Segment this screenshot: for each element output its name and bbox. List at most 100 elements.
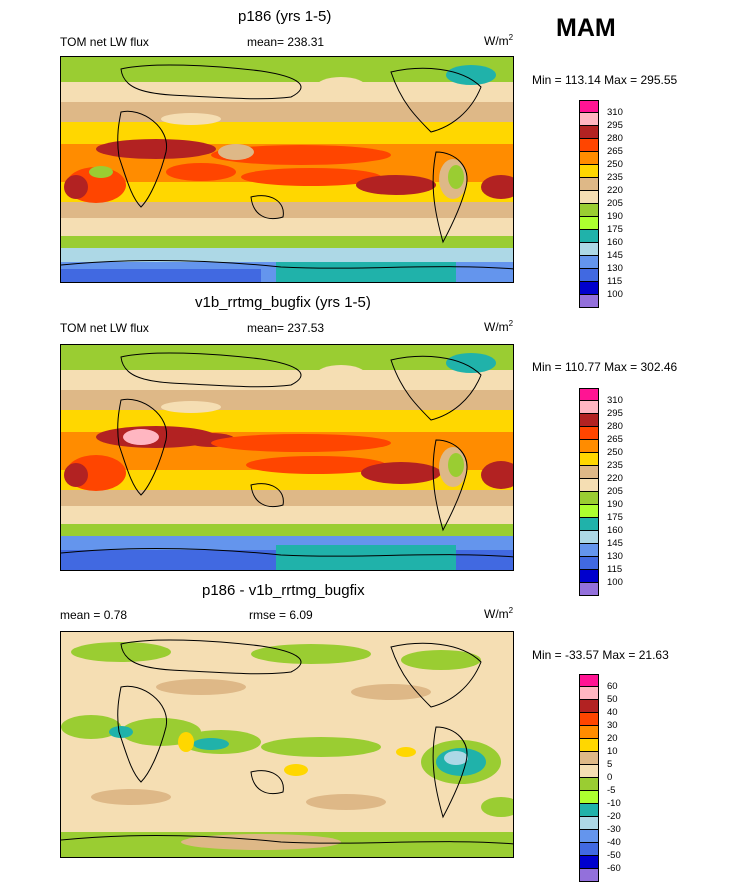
panel-2-units: W/m2 (484, 319, 514, 334)
colorbar-tick-label: 115 (607, 564, 623, 575)
colorbar-swatch (579, 843, 599, 856)
colorbar-swatch (579, 453, 599, 466)
colorbar-swatch (579, 401, 599, 414)
colorbar-tick-label: 220 (607, 185, 623, 196)
panel-1-variable-label: TOM net LW flux (60, 35, 149, 49)
colorbar-swatch (579, 531, 599, 544)
colorbar-tick-label: 160 (607, 525, 623, 536)
colorbar-swatch (579, 713, 599, 726)
colorbar-swatch (579, 544, 599, 557)
colorbar-tick-label: -5 (607, 785, 616, 796)
colorbar-swatch (579, 726, 599, 739)
colorbar-tick-label: 295 (607, 120, 623, 131)
colorbar-tick-label: 235 (607, 460, 623, 471)
colorbar-swatch (579, 466, 599, 479)
panel-2-variable-label: TOM net LW flux (60, 321, 149, 335)
colorbar-swatch (579, 505, 599, 518)
colorbar-tick-label: 100 (607, 577, 623, 588)
colorbar-tick-label: -60 (607, 863, 621, 874)
colorbar-swatch (579, 388, 599, 401)
colorbar-swatch (579, 427, 599, 440)
colorbar-swatch (579, 256, 599, 269)
colorbar-tick-label: -20 (607, 811, 621, 822)
colorbar-tick-label: 130 (607, 551, 623, 562)
panel-3-mean-label: mean = 0.78 (60, 608, 128, 622)
colorbar-tick-label: 250 (607, 159, 623, 170)
colorbar-tick-label: 295 (607, 408, 623, 419)
panel-1-map (60, 56, 514, 283)
colorbar-tick-label: 310 (607, 395, 623, 406)
colorbar-swatch (579, 830, 599, 843)
panel-2-mean-label: mean= 237.53 (247, 321, 325, 335)
colorbar-swatch (579, 113, 599, 126)
colorbar-swatch (579, 557, 599, 570)
colorbar-tick-label: 145 (607, 538, 623, 549)
panel-3-colorbar: 60 50 40 30 20 10 5 0 -5 -10 -20 -30 -40 -50 -60 (579, 674, 621, 882)
colorbar-swatch (579, 243, 599, 256)
colorbar-tick-label: 250 (607, 447, 623, 458)
panel-3-title: p186 - v1b_rrtmg_bugfix (202, 582, 365, 599)
panel-1-colorbar: 310 295 280 265 250 235 220 205 190 175 160 145 130 1… (579, 100, 623, 308)
colorbar-swatch (579, 674, 599, 687)
colorbar-swatch (579, 700, 599, 713)
panel-3-rmse-label: rmse = 6.09 (249, 608, 313, 622)
season-label: MAM (556, 14, 616, 42)
panel-1-minmax: Min = 113.14 Max = 295.55 (532, 73, 678, 87)
colorbar-swatch (579, 191, 599, 204)
colorbar-swatch (579, 126, 599, 139)
colorbar-swatch (579, 100, 599, 113)
panel-3-units: W/m2 (484, 606, 514, 621)
colorbar-swatch (579, 570, 599, 583)
colorbar-swatch (579, 804, 599, 817)
panel-1-title: p186 (yrs 1-5) (238, 8, 332, 25)
colorbar-swatch (579, 687, 599, 700)
colorbar-swatch (579, 295, 599, 308)
colorbar-tick-label: 190 (607, 499, 623, 510)
colorbar-tick-label: 115 (607, 276, 623, 287)
colorbar-swatch (579, 778, 599, 791)
panel-1-mean-label: mean= 238.31 (247, 35, 325, 49)
colorbar-tick-label: 30 (607, 720, 618, 731)
colorbar-swatch (579, 414, 599, 427)
panel-2-title: v1b_rrtmg_bugfix (yrs 1-5) (195, 294, 371, 311)
colorbar-swatch (579, 518, 599, 531)
colorbar-swatch (579, 178, 599, 191)
colorbar-tick-label: 10 (607, 746, 618, 757)
colorbar-tick-label: 0 (607, 772, 613, 783)
colorbar-swatch (579, 217, 599, 230)
colorbar-tick-label: -30 (607, 824, 621, 835)
colorbar-tick-label: 310 (607, 107, 623, 118)
colorbar-tick-label: -40 (607, 837, 621, 848)
colorbar-tick-label: 280 (607, 421, 623, 432)
colorbar-tick-label: 280 (607, 133, 623, 144)
colorbar-tick-label: 175 (607, 224, 623, 235)
colorbar-tick-label: 160 (607, 237, 623, 248)
colorbar-tick-label: 60 (607, 681, 618, 692)
colorbar-swatch (579, 204, 599, 217)
colorbar-tick-label: 50 (607, 694, 618, 705)
colorbar-swatch (579, 869, 599, 882)
colorbar-tick-label: 40 (607, 707, 618, 718)
colorbar-swatch (579, 440, 599, 453)
colorbar-tick-label: 235 (607, 172, 623, 183)
colorbar-tick-label: 100 (607, 289, 623, 300)
colorbar-swatch (579, 479, 599, 492)
colorbar-tick-label: 205 (607, 486, 623, 497)
colorbar-tick-label: 265 (607, 434, 623, 445)
colorbar-tick-label: 5 (607, 759, 613, 770)
panel-1-units: W/m2 (484, 33, 514, 48)
panel-3-map (60, 631, 514, 858)
panel-2-colorbar: 310 295 280 265 250 235 220 205 190 175 160 145 130 1… (579, 388, 623, 596)
colorbar-swatch (579, 765, 599, 778)
colorbar-swatch (579, 752, 599, 765)
colorbar-swatch (579, 152, 599, 165)
colorbar-swatch (579, 817, 599, 830)
colorbar-swatch (579, 791, 599, 804)
colorbar-swatch (579, 492, 599, 505)
colorbar-swatch (579, 165, 599, 178)
colorbar-tick-label: 265 (607, 146, 623, 157)
colorbar-swatch (579, 583, 599, 596)
colorbar-tick-label: -50 (607, 850, 621, 861)
colorbar-swatch (579, 282, 599, 295)
panel-3-minmax: Min = -33.57 Max = 21.63 (532, 648, 669, 662)
